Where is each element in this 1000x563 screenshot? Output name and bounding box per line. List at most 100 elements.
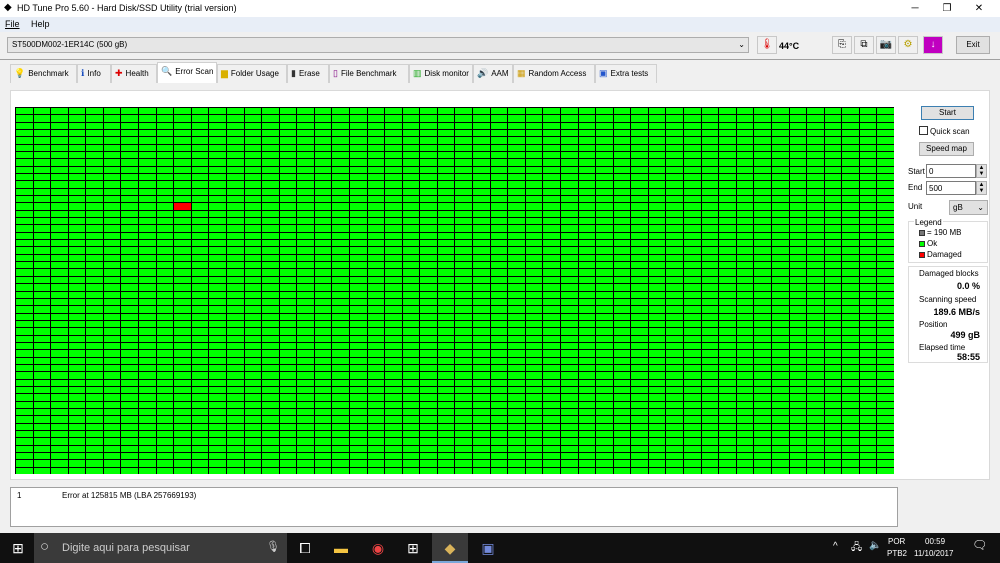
exit-button[interactable]: Exit [956,36,990,54]
ok-block [807,189,824,195]
ok-block [455,167,472,173]
ok-block [526,277,542,283]
error-list[interactable]: 1 Error at 125815 MB (LBA 257669193) [10,487,898,527]
ok-block [543,387,560,393]
ok-block [403,174,419,180]
tab-random-access[interactable]: ▦ Random Access [513,64,595,83]
file-explorer-icon[interactable]: ▬ [334,540,348,556]
quick-scan-checkbox[interactable] [919,126,928,135]
tab-error-scan[interactable]: 🔍 Error Scan [157,62,217,83]
keyboard-layout[interactable]: PTB2 [887,549,908,558]
options-icon[interactable]: ⚙ [898,36,918,54]
ok-block [790,145,806,151]
ok-block [825,233,841,239]
notifications-icon[interactable]: 🗨 [972,538,988,552]
close-button[interactable]: ✕ [974,3,984,14]
tab-health[interactable]: ✚ Health [111,64,157,83]
start-input[interactable] [926,164,976,178]
ok-block [121,409,138,415]
ok-block [403,365,419,371]
ok-block [790,159,806,166]
temperature: 44°C [779,41,800,51]
end-input[interactable] [926,181,976,195]
start-button[interactable]: Start [921,106,974,120]
ok-block [297,394,314,401]
ok-block [86,350,103,357]
clock-time[interactable]: 00:59 [925,537,946,546]
ok-block [649,314,665,320]
ok-block [192,247,208,254]
taskbar-search[interactable]: ○ Digite aqui para pesquisar 🎙 [34,533,287,563]
ok-block [631,468,648,474]
ok-block [561,233,578,239]
tab-erase[interactable]: ▮ Erase [287,64,329,83]
store-icon[interactable]: ⊞ [407,540,419,556]
quick-scan-label: Quick scan [930,127,970,136]
ok-block [121,218,138,224]
ok-block [719,453,736,459]
tab-benchmark[interactable]: 💡 Benchmark [10,64,77,83]
screenshot-camera-icon[interactable]: 📷 [876,36,896,54]
ok-block [737,218,753,224]
start-spinner[interactable]: ▲ ▼ [976,164,987,178]
ok-block [754,350,771,357]
ok-block [245,262,261,268]
ok-block [508,196,525,202]
app-icon: ◆ [4,2,12,13]
ok-block [719,233,736,239]
speed-map-button[interactable]: Speed map [919,142,974,156]
microphone-icon[interactable]: 🎙 [266,541,280,553]
ok-block [403,108,419,114]
ok-block [579,196,595,202]
ok-block [842,343,859,349]
minimize-button[interactable]: ─ [911,3,919,14]
copy-image-icon[interactable]: ⧉ [854,36,874,54]
ok-block [631,181,648,188]
ok-block [139,203,156,210]
maximize-button[interactable]: ❐ [942,3,952,14]
discord-icon[interactable]: ▣ [481,540,495,556]
hdtune-taskbar-icon[interactable]: ◆ [432,533,468,563]
ok-block [280,328,296,335]
end-spinner[interactable]: ▲ ▼ [976,181,987,195]
ok-block [455,115,472,122]
ok-block [860,130,876,136]
unit-select[interactable]: gB ⌄ [949,200,988,215]
ok-block [262,137,279,144]
menu-file[interactable]: File [5,19,20,29]
network-icon[interactable]: 🖧 [851,542,863,553]
ok-block [842,387,859,393]
tab-aam[interactable]: 🔊 AAM [473,64,513,83]
ok-block [209,189,226,195]
tab-info[interactable]: ℹ Info [77,64,111,83]
menu-help[interactable]: Help [31,19,50,29]
tab-folder-usage[interactable]: ▆ Folder Usage [217,64,287,83]
ok-block [877,277,894,283]
ok-block [754,365,771,371]
chevron-up-icon[interactable]: ^ [833,541,838,552]
clock-date[interactable]: 11/10/2017 [914,549,954,558]
language-code[interactable]: POR [888,537,906,546]
error-row[interactable]: 1 Error at 125815 MB (LBA 257669193) [11,491,891,502]
ok-block [438,424,454,430]
ok-block [491,292,507,298]
ok-block [227,321,244,327]
volume-icon[interactable]: 🔈 [869,540,882,551]
drive-select[interactable]: ST500DM002-1ER14C (500 gB) ⌄ [7,37,749,53]
chrome-icon[interactable]: ◉ [371,540,385,556]
ok-block [790,233,806,239]
download-icon[interactable]: ↓ [923,36,943,54]
tab-extra-tests[interactable]: ▣ Extra tests [595,64,657,83]
ok-block [491,321,507,327]
ok-block [245,255,261,261]
ok-block [139,196,156,202]
ok-block [51,240,68,246]
ok-block [649,203,665,210]
ok-block [34,277,50,283]
tab-disk-monitor[interactable]: ▥ Disk monitor [409,64,473,83]
tab-file-benchmark[interactable]: ▯ File Benchmark [329,64,409,83]
copy-text-icon[interactable]: ⎘ [832,36,852,54]
ok-block [174,365,191,371]
windows-start-icon[interactable]: ⊞ [12,540,24,556]
task-view-icon[interactable]: ⧠ [299,540,311,556]
